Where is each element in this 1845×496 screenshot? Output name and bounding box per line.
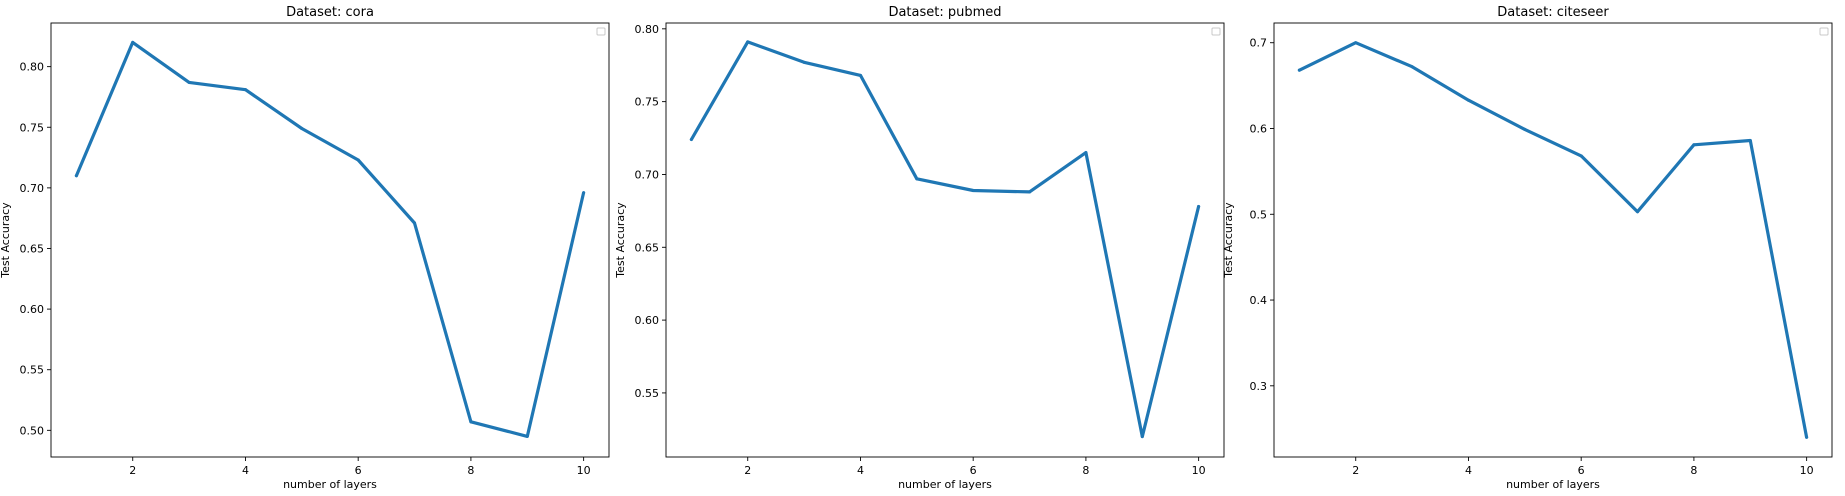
y-axis-label: Test Accuracy <box>614 202 627 279</box>
x-tick-label: 4 <box>1465 464 1472 477</box>
x-tick-label: 10 <box>577 464 591 477</box>
x-tick-label: 8 <box>1690 464 1697 477</box>
y-tick-label: 0.75 <box>635 96 660 109</box>
x-tick-label: 6 <box>355 464 362 477</box>
data-point <box>1354 41 1358 45</box>
plot-area <box>665 22 1225 458</box>
x-tick-label: 10 <box>1800 464 1814 477</box>
data-point <box>1084 151 1088 155</box>
y-tick-label: 0.4 <box>1250 294 1268 307</box>
series-line <box>1297 41 1809 439</box>
x-axis-label: number of layers <box>898 478 992 491</box>
x-tick-label: 4 <box>242 464 249 477</box>
data-point <box>1410 65 1414 69</box>
data-point <box>1579 154 1583 158</box>
x-tick-label: 2 <box>129 464 136 477</box>
x-tick-label: 8 <box>1082 464 1089 477</box>
data-point <box>1028 190 1032 194</box>
plot-area <box>1273 22 1833 458</box>
y-axis-label: Test Accuracy <box>1222 202 1235 279</box>
data-point <box>1692 143 1696 147</box>
y-tick-label: 0.3 <box>1250 380 1268 393</box>
data-point <box>413 221 417 225</box>
data-point <box>971 188 975 192</box>
data-point <box>1748 139 1752 143</box>
data-point <box>689 138 693 142</box>
y-tick-label: 0.65 <box>20 242 45 255</box>
y-tick-label: 0.75 <box>20 121 45 134</box>
data-point <box>1140 435 1144 439</box>
data-point <box>469 420 473 424</box>
series-line <box>689 40 1201 439</box>
y-tick-label: 0.70 <box>635 168 660 181</box>
chart-title: Dataset: citeseer <box>1497 5 1609 20</box>
data-point <box>243 88 247 92</box>
chart-panel-2: Dataset: citeseer 2 4 6 8 10 0.3 0.4 0.5 0.6 0.7 nu… <box>1222 5 1833 491</box>
legend <box>1211 27 1221 36</box>
data-point <box>582 191 586 195</box>
y-tick-label: 0.5 <box>1250 208 1268 221</box>
data-point <box>915 177 919 181</box>
data-point <box>1466 98 1470 102</box>
y-tick-label: 0.80 <box>20 61 45 74</box>
data-point <box>802 60 806 64</box>
y-tick-label: 0.60 <box>20 303 45 316</box>
y-tick-label: 0.50 <box>20 424 45 437</box>
x-tick-label: 2 <box>1352 464 1359 477</box>
x-tick-label: 6 <box>1578 464 1585 477</box>
series-line <box>74 40 586 438</box>
data-point <box>1297 68 1301 72</box>
data-point <box>131 40 135 44</box>
chart-panel-1: Dataset: pubmed 2 4 6 8 10 0.55 0.60 0.65 0.70 0.7… <box>614 5 1225 491</box>
data-point <box>187 80 191 84</box>
y-axis-label: Test Accuracy <box>0 202 12 279</box>
data-point <box>356 158 360 162</box>
y-tick-label: 0.6 <box>1250 122 1268 135</box>
y-tick-label: 0.70 <box>20 182 45 195</box>
data-point <box>746 40 750 44</box>
data-point <box>300 126 304 130</box>
data-point <box>1197 205 1201 209</box>
x-tick-label: 10 <box>1192 464 1206 477</box>
y-tick-label: 0.60 <box>635 314 660 327</box>
x-tick-label: 2 <box>744 464 751 477</box>
chart-panel-0: Dataset: cora 2 4 6 8 10 0.50 0.55 0.60 0.65 0.70 0… <box>0 5 610 491</box>
y-tick-label: 0.80 <box>635 23 660 36</box>
data-point <box>858 73 862 77</box>
x-axis-label: number of layers <box>1506 478 1600 491</box>
data-point <box>525 434 529 438</box>
y-tick-label: 0.55 <box>635 387 660 400</box>
legend <box>596 27 606 36</box>
data-point <box>1805 435 1809 439</box>
y-tick-label: 0.55 <box>20 364 45 377</box>
data-point <box>74 174 78 178</box>
y-tick-label: 0.65 <box>635 241 660 254</box>
x-tick-label: 8 <box>467 464 474 477</box>
x-tick-label: 4 <box>857 464 864 477</box>
data-point <box>1523 127 1527 131</box>
legend <box>1819 27 1829 36</box>
chart-title: Dataset: cora <box>286 5 374 20</box>
x-axis-label: number of layers <box>283 478 377 491</box>
chart-title: Dataset: pubmed <box>888 5 1001 20</box>
y-tick-label: 0.7 <box>1250 37 1268 50</box>
x-tick-label: 6 <box>970 464 977 477</box>
data-point <box>1636 210 1640 214</box>
plot-area <box>50 22 610 458</box>
